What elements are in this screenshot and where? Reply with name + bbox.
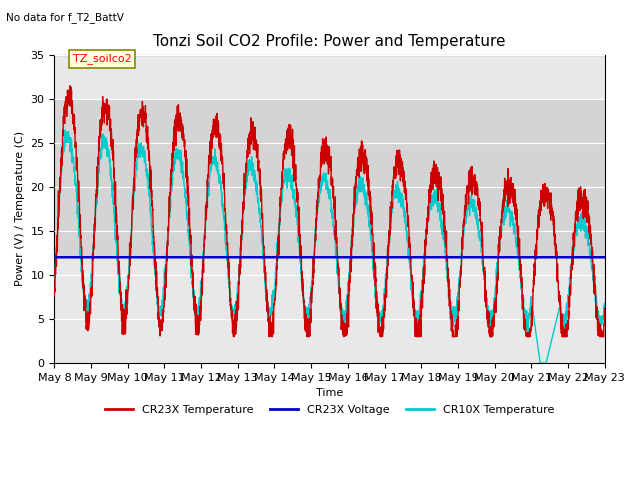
Text: No data for f_T2_BattV: No data for f_T2_BattV [6, 12, 124, 23]
Text: TZ_soilco2: TZ_soilco2 [73, 54, 131, 64]
Legend: CR23X Temperature, CR23X Voltage, CR10X Temperature: CR23X Temperature, CR23X Voltage, CR10X … [100, 400, 558, 419]
Title: Tonzi Soil CO2 Profile: Power and Temperature: Tonzi Soil CO2 Profile: Power and Temper… [153, 34, 506, 49]
Bar [54, 98, 605, 257]
X-axis label: Time: Time [316, 388, 343, 398]
Y-axis label: Power (V) / Temperature (C): Power (V) / Temperature (C) [15, 131, 25, 287]
